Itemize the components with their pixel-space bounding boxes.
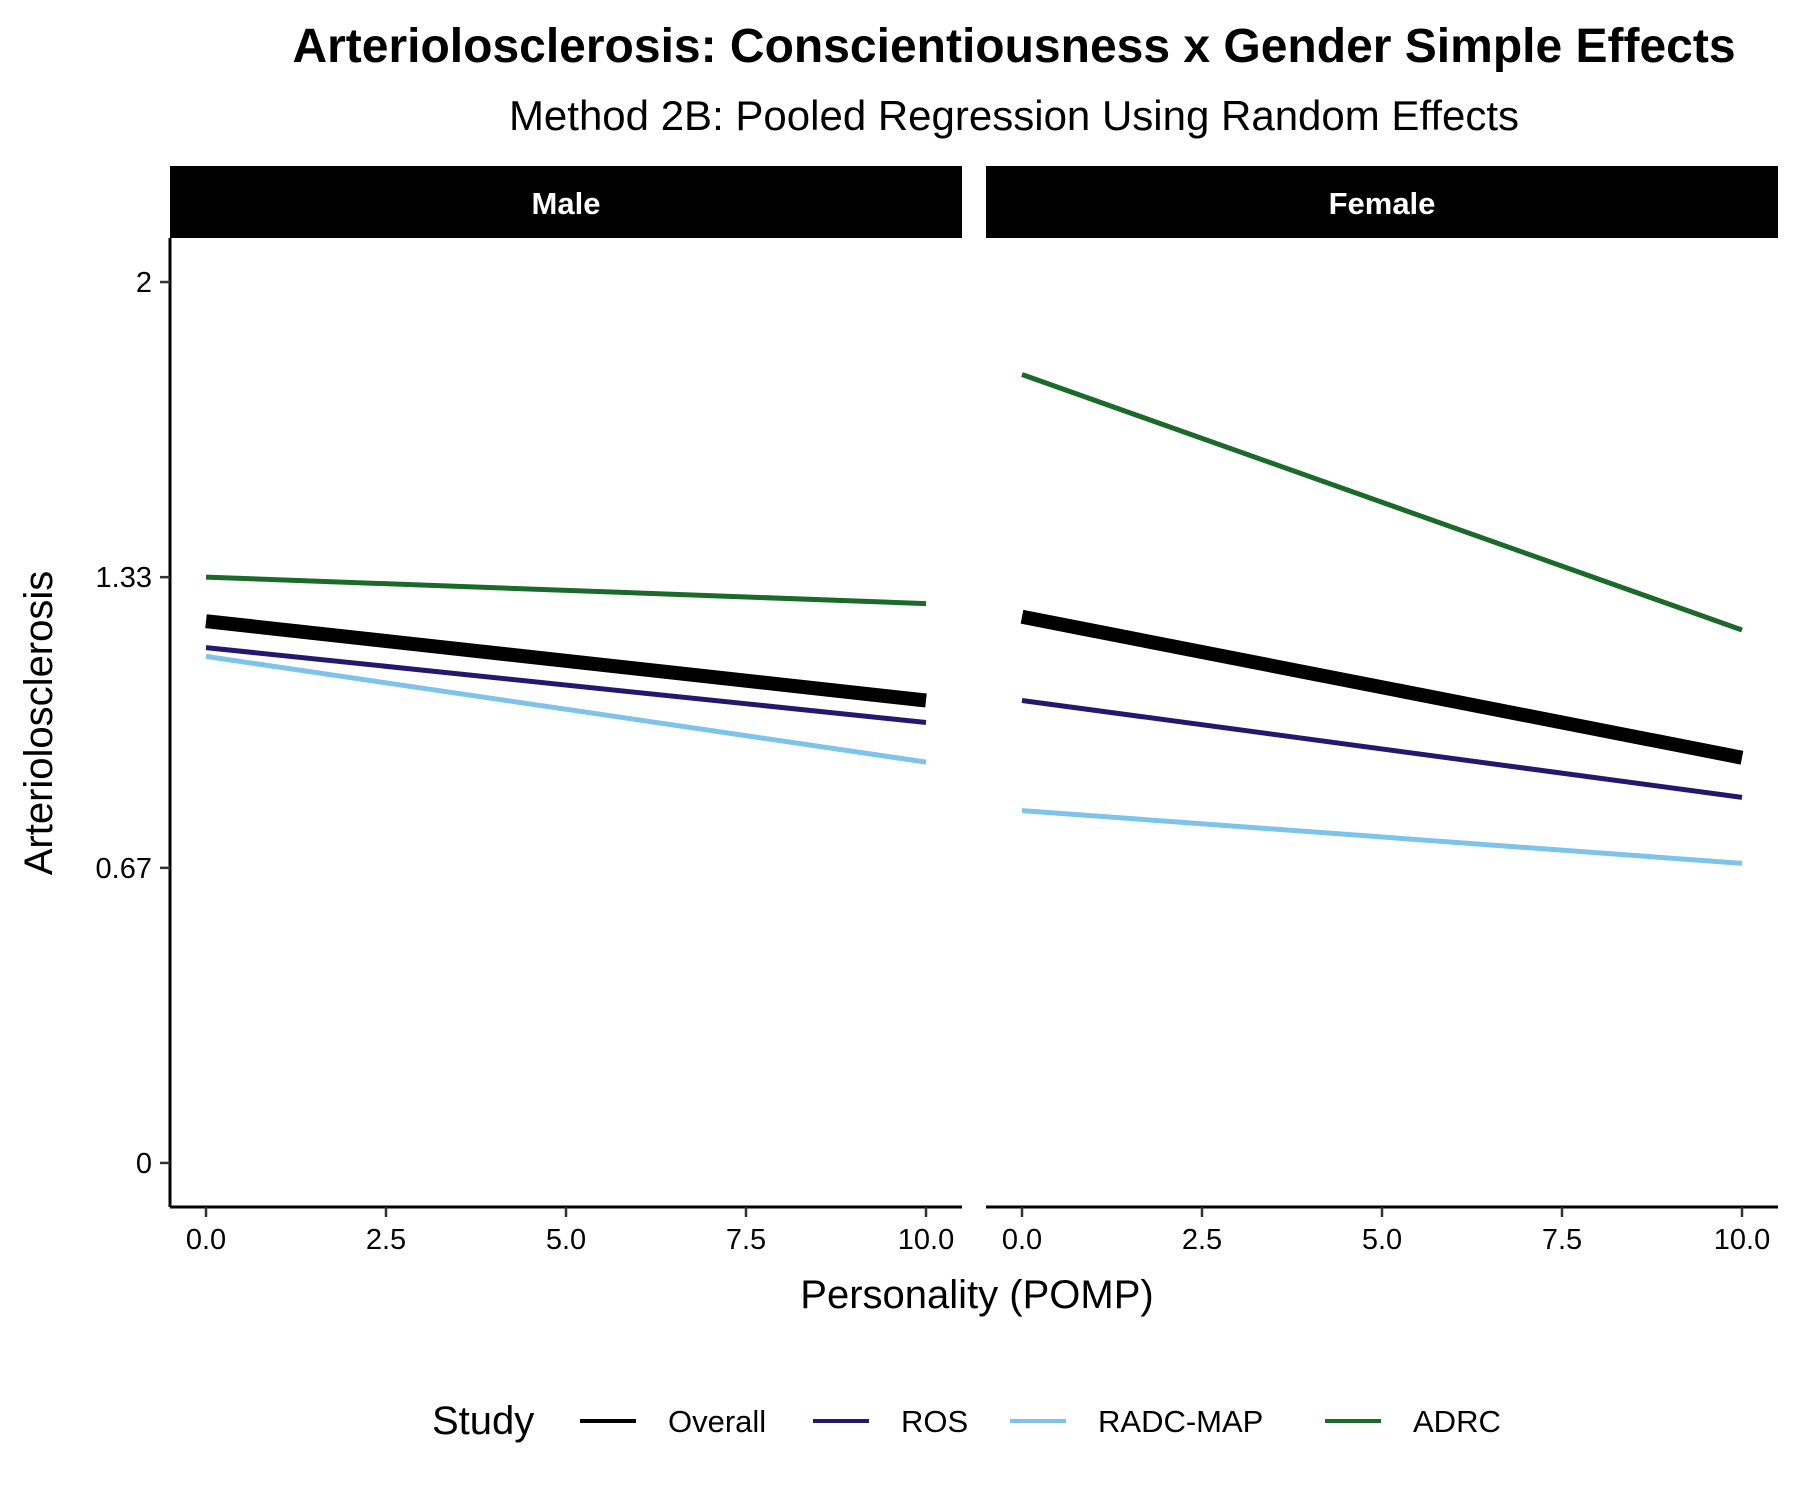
- x-tick-label-male: 0.0: [186, 1224, 226, 1256]
- strip-label-male: Male: [532, 186, 601, 221]
- legend-label-overall: Overall: [668, 1404, 766, 1439]
- series-line-radc-map-female: [1021, 808, 1743, 866]
- x-tick-label-female: 10.0: [1714, 1224, 1770, 1256]
- series-line-adrc-male: [205, 574, 927, 607]
- chart-title: Arteriolosclerosis: Conscientiousness x …: [292, 20, 1735, 73]
- y-axis: 0 0.67 1.33 2: [96, 238, 172, 1207]
- series-line-ros-female: [1021, 698, 1743, 800]
- series-line-overall-male: [205, 614, 927, 708]
- legend-title: Study: [432, 1399, 534, 1443]
- legend-label-adrc: ADRC: [1413, 1404, 1501, 1439]
- panel-male: Male 0.0 2.5 5.0 7.5 10.0: [170, 166, 962, 1256]
- x-tick-label-female: 5.0: [1362, 1224, 1402, 1256]
- x-tick-label-male: 5.0: [546, 1224, 586, 1256]
- x-tick-label-male: 2.5: [366, 1224, 406, 1256]
- legend-label-radc-map: RADC-MAP: [1098, 1404, 1263, 1439]
- strip-male: [170, 166, 962, 238]
- x-tick-label-female: 0.0: [1002, 1224, 1042, 1256]
- series-line-overall-female: [1020, 609, 1744, 765]
- facet-panels: Male 0.0 2.5 5.0 7.5 10.0 Female 0.0 2.5 5.0 7.5 10…: [170, 166, 1778, 1256]
- strip-female: [986, 166, 1778, 238]
- y-tick-label: 0: [136, 1148, 152, 1180]
- legend: Study Overall ROS RADC-MAP ADRC: [432, 1399, 1501, 1443]
- series-line-radc-map-male: [205, 653, 927, 765]
- x-axis-title: Personality (POMP): [800, 1273, 1153, 1317]
- y-tick-label: 0.67: [96, 853, 152, 885]
- panel-female: Female 0.0 2.5 5.0 7.5 10.0: [986, 166, 1778, 1256]
- legend-label-ros: ROS: [901, 1404, 968, 1439]
- y-tick-label: 2: [136, 267, 152, 299]
- x-tick-label-female: 2.5: [1182, 1224, 1222, 1256]
- series-line-adrc-female: [1021, 372, 1743, 633]
- y-tick-label: 1.33: [96, 562, 152, 594]
- series-line-ros-male: [205, 645, 927, 725]
- y-axis-title: Arteriolosclerosis: [17, 571, 61, 876]
- chart-subtitle: Method 2B: Pooled Regression Using Rando…: [509, 92, 1519, 139]
- x-tick-label-male: 7.5: [726, 1224, 766, 1256]
- x-tick-label-male: 10.0: [898, 1224, 954, 1256]
- x-tick-label-female: 7.5: [1542, 1224, 1582, 1256]
- strip-label-female: Female: [1329, 186, 1436, 221]
